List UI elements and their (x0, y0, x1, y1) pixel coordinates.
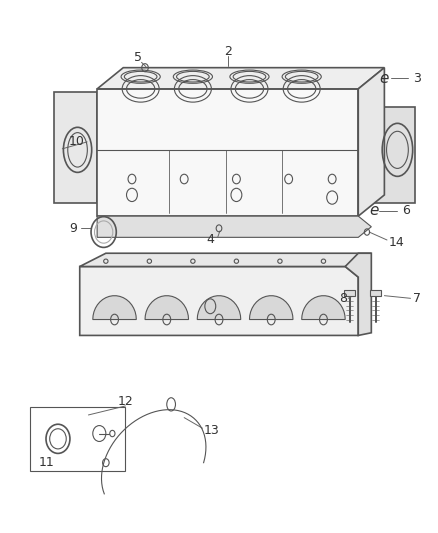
Text: 7: 7 (413, 292, 420, 305)
Text: 5: 5 (134, 51, 142, 63)
Bar (97, 89, 358, 216)
Polygon shape (345, 253, 371, 335)
Polygon shape (145, 296, 188, 319)
Polygon shape (358, 68, 385, 216)
Text: 13: 13 (204, 424, 219, 438)
Polygon shape (80, 266, 358, 335)
FancyBboxPatch shape (371, 290, 381, 296)
Bar (30, 407, 125, 471)
Polygon shape (97, 216, 371, 237)
Text: 8: 8 (339, 292, 347, 305)
Polygon shape (358, 108, 415, 203)
Text: 10: 10 (68, 135, 84, 148)
Polygon shape (250, 296, 293, 319)
Text: e: e (369, 203, 378, 219)
FancyBboxPatch shape (344, 290, 355, 296)
Text: e: e (380, 71, 389, 86)
Text: 3: 3 (413, 72, 420, 85)
Text: 12: 12 (117, 395, 133, 408)
Text: 4: 4 (207, 233, 215, 246)
Polygon shape (53, 92, 97, 203)
Text: 2: 2 (224, 45, 232, 58)
Polygon shape (80, 253, 371, 266)
Text: 11: 11 (39, 456, 54, 469)
Text: 6: 6 (402, 204, 410, 217)
Text: 14: 14 (389, 236, 404, 249)
Polygon shape (93, 296, 136, 319)
Polygon shape (302, 296, 345, 319)
Polygon shape (197, 296, 241, 319)
Text: 9: 9 (70, 222, 78, 235)
Polygon shape (97, 68, 385, 89)
